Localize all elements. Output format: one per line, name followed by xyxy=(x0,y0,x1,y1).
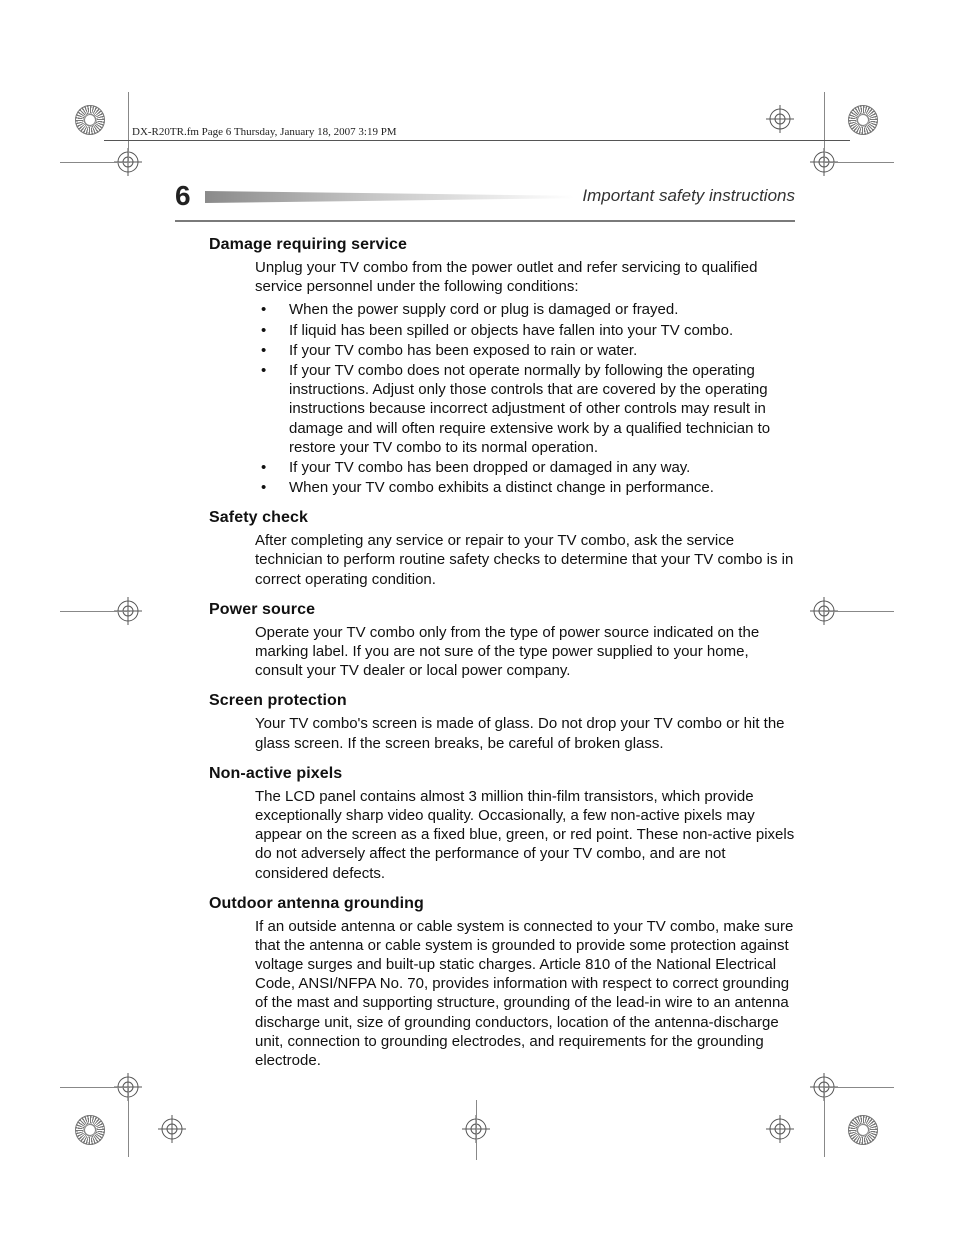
crop-rule xyxy=(60,162,130,163)
section-body: Your TV combo's screen is made of glass.… xyxy=(255,714,795,752)
section-body: The LCD panel contains almost 3 million … xyxy=(255,787,795,883)
list-item: When your TV combo exhibits a distinct c… xyxy=(275,478,795,497)
section-heading-screen: Screen protection xyxy=(209,692,795,710)
crop-rule xyxy=(60,611,130,612)
registration-crosshair-icon xyxy=(766,105,794,133)
crop-rule xyxy=(824,1087,894,1088)
section-body: After completing any service or repair t… xyxy=(255,531,795,589)
section-body: Unplug your TV combo from the power outl… xyxy=(255,258,795,296)
crop-rule xyxy=(128,92,129,162)
section-heading-power: Power source xyxy=(209,601,795,619)
document-header-line: DX-R20TR.fm Page 6 Thursday, January 18,… xyxy=(132,126,397,138)
registration-crosshair-icon xyxy=(158,1115,186,1143)
section-body: If an outside antenna or cable system is… xyxy=(255,917,795,1071)
section-heading-pixels: Non-active pixels xyxy=(209,765,795,783)
list-item: When the power supply cord or plug is da… xyxy=(275,300,795,319)
list-item: If your TV combo does not operate normal… xyxy=(275,361,795,457)
document-header-rule xyxy=(104,140,850,141)
crop-rule xyxy=(824,162,894,163)
crop-rule xyxy=(476,1100,477,1160)
page-header-rule xyxy=(175,220,795,222)
list-item: If your TV combo has been dropped or dam… xyxy=(275,458,795,477)
list-item: If your TV combo has been exposed to rai… xyxy=(275,341,795,360)
page-header: 6 Important safety instructions xyxy=(175,180,795,212)
section-heading-safety: Safety check xyxy=(209,509,795,527)
running-title: Important safety instructions xyxy=(582,186,795,206)
crop-rule xyxy=(60,1087,130,1088)
section-heading-damage: Damage requiring service xyxy=(209,236,795,254)
crop-rule xyxy=(824,611,894,612)
section-heading-antenna: Outdoor antenna grounding xyxy=(209,895,795,913)
damage-bullet-list: When the power supply cord or plug is da… xyxy=(275,300,795,497)
page-content: 6 Important safety instructions Damage r… xyxy=(175,180,795,1074)
crop-rule xyxy=(128,1087,129,1157)
registration-sunburst-icon xyxy=(75,1115,105,1145)
header-swoosh-graphic xyxy=(205,183,575,209)
crop-rule xyxy=(824,1087,825,1157)
registration-sunburst-icon xyxy=(75,105,105,135)
page-number: 6 xyxy=(175,180,201,212)
registration-sunburst-icon xyxy=(848,1115,878,1145)
registration-sunburst-icon xyxy=(848,105,878,135)
crop-rule xyxy=(824,92,825,162)
section-body: Operate your TV combo only from the type… xyxy=(255,623,795,681)
registration-crosshair-icon xyxy=(766,1115,794,1143)
list-item: If liquid has been spilled or objects ha… xyxy=(275,321,795,340)
